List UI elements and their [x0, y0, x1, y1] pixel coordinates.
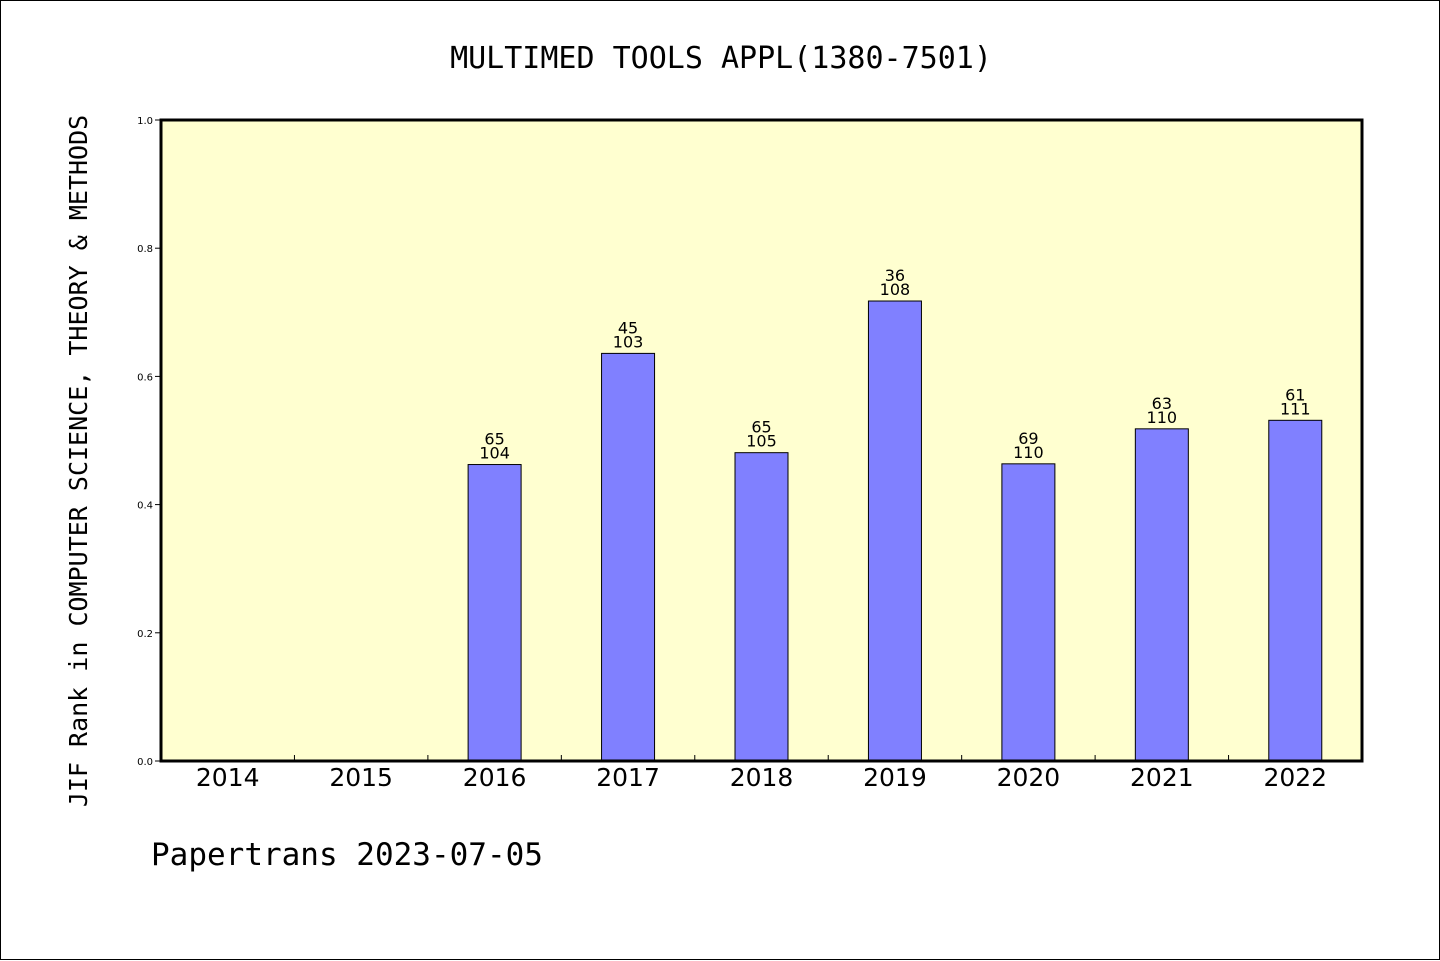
bar-total-label: 110 — [1147, 408, 1178, 427]
y-tick-label: 0.0 — [137, 757, 153, 768]
bar-total-label: 110 — [1013, 443, 1044, 462]
x-tick-label: 2016 — [463, 763, 527, 792]
y-tick-label: 0.4 — [137, 501, 153, 512]
bar-total-label: 104 — [479, 444, 510, 463]
bar-total-label: 103 — [613, 332, 644, 351]
bar — [1268, 419, 1323, 762]
x-axis-ticks: 2014 2015 2016 2017 2018 2019 2020 2021 2022 — [196, 755, 1327, 792]
y-tick-label: 0.2 — [137, 629, 153, 640]
x-tick-label: 2021 — [1130, 763, 1194, 792]
x-tick-label: 2017 — [596, 763, 660, 792]
y-tick-label: 0.6 — [137, 372, 153, 383]
bar — [601, 352, 656, 762]
x-tick-label: 2015 — [329, 763, 393, 792]
chart-title: MULTIMED TOOLS APPL(1380-7501) — [450, 41, 992, 76]
bar-rank-label: 65 — [751, 418, 771, 437]
bar-total-label: 108 — [880, 280, 911, 299]
bar — [867, 300, 922, 762]
bar-rank-label: 36 — [885, 266, 905, 285]
x-tick-label: 2022 — [1263, 763, 1327, 792]
plot-border — [159, 118, 1364, 763]
bar-total-label: 111 — [1280, 399, 1311, 418]
y-axis-ticks: 0.0 0.2 0.4 0.6 0.8 1.0 — [137, 116, 161, 768]
bar-rank-label: 61 — [1285, 385, 1305, 404]
y-tick-label: 1.0 — [137, 116, 153, 127]
x-tick-label: 2018 — [730, 763, 794, 792]
bar-rank-label: 63 — [1152, 394, 1172, 413]
bar-rank-label: 69 — [1018, 429, 1038, 448]
bar-total-label: 105 — [746, 432, 777, 451]
bar — [734, 452, 789, 762]
y-axis-label: JIF Rank in COMPUTER SCIENCE, THEORY & M… — [64, 115, 93, 807]
bar-rank-label: 65 — [484, 430, 504, 449]
footer-text: Papertrans 2023-07-05 — [151, 837, 543, 873]
x-tick-label: 2020 — [997, 763, 1061, 792]
bar — [1134, 428, 1189, 762]
bar — [467, 464, 522, 762]
x-tick-label: 2019 — [863, 763, 927, 792]
y-tick-label: 0.8 — [137, 244, 153, 255]
bar-rank-label: 45 — [618, 318, 638, 337]
bar — [1001, 463, 1056, 762]
x-tick-label: 2014 — [196, 763, 260, 792]
